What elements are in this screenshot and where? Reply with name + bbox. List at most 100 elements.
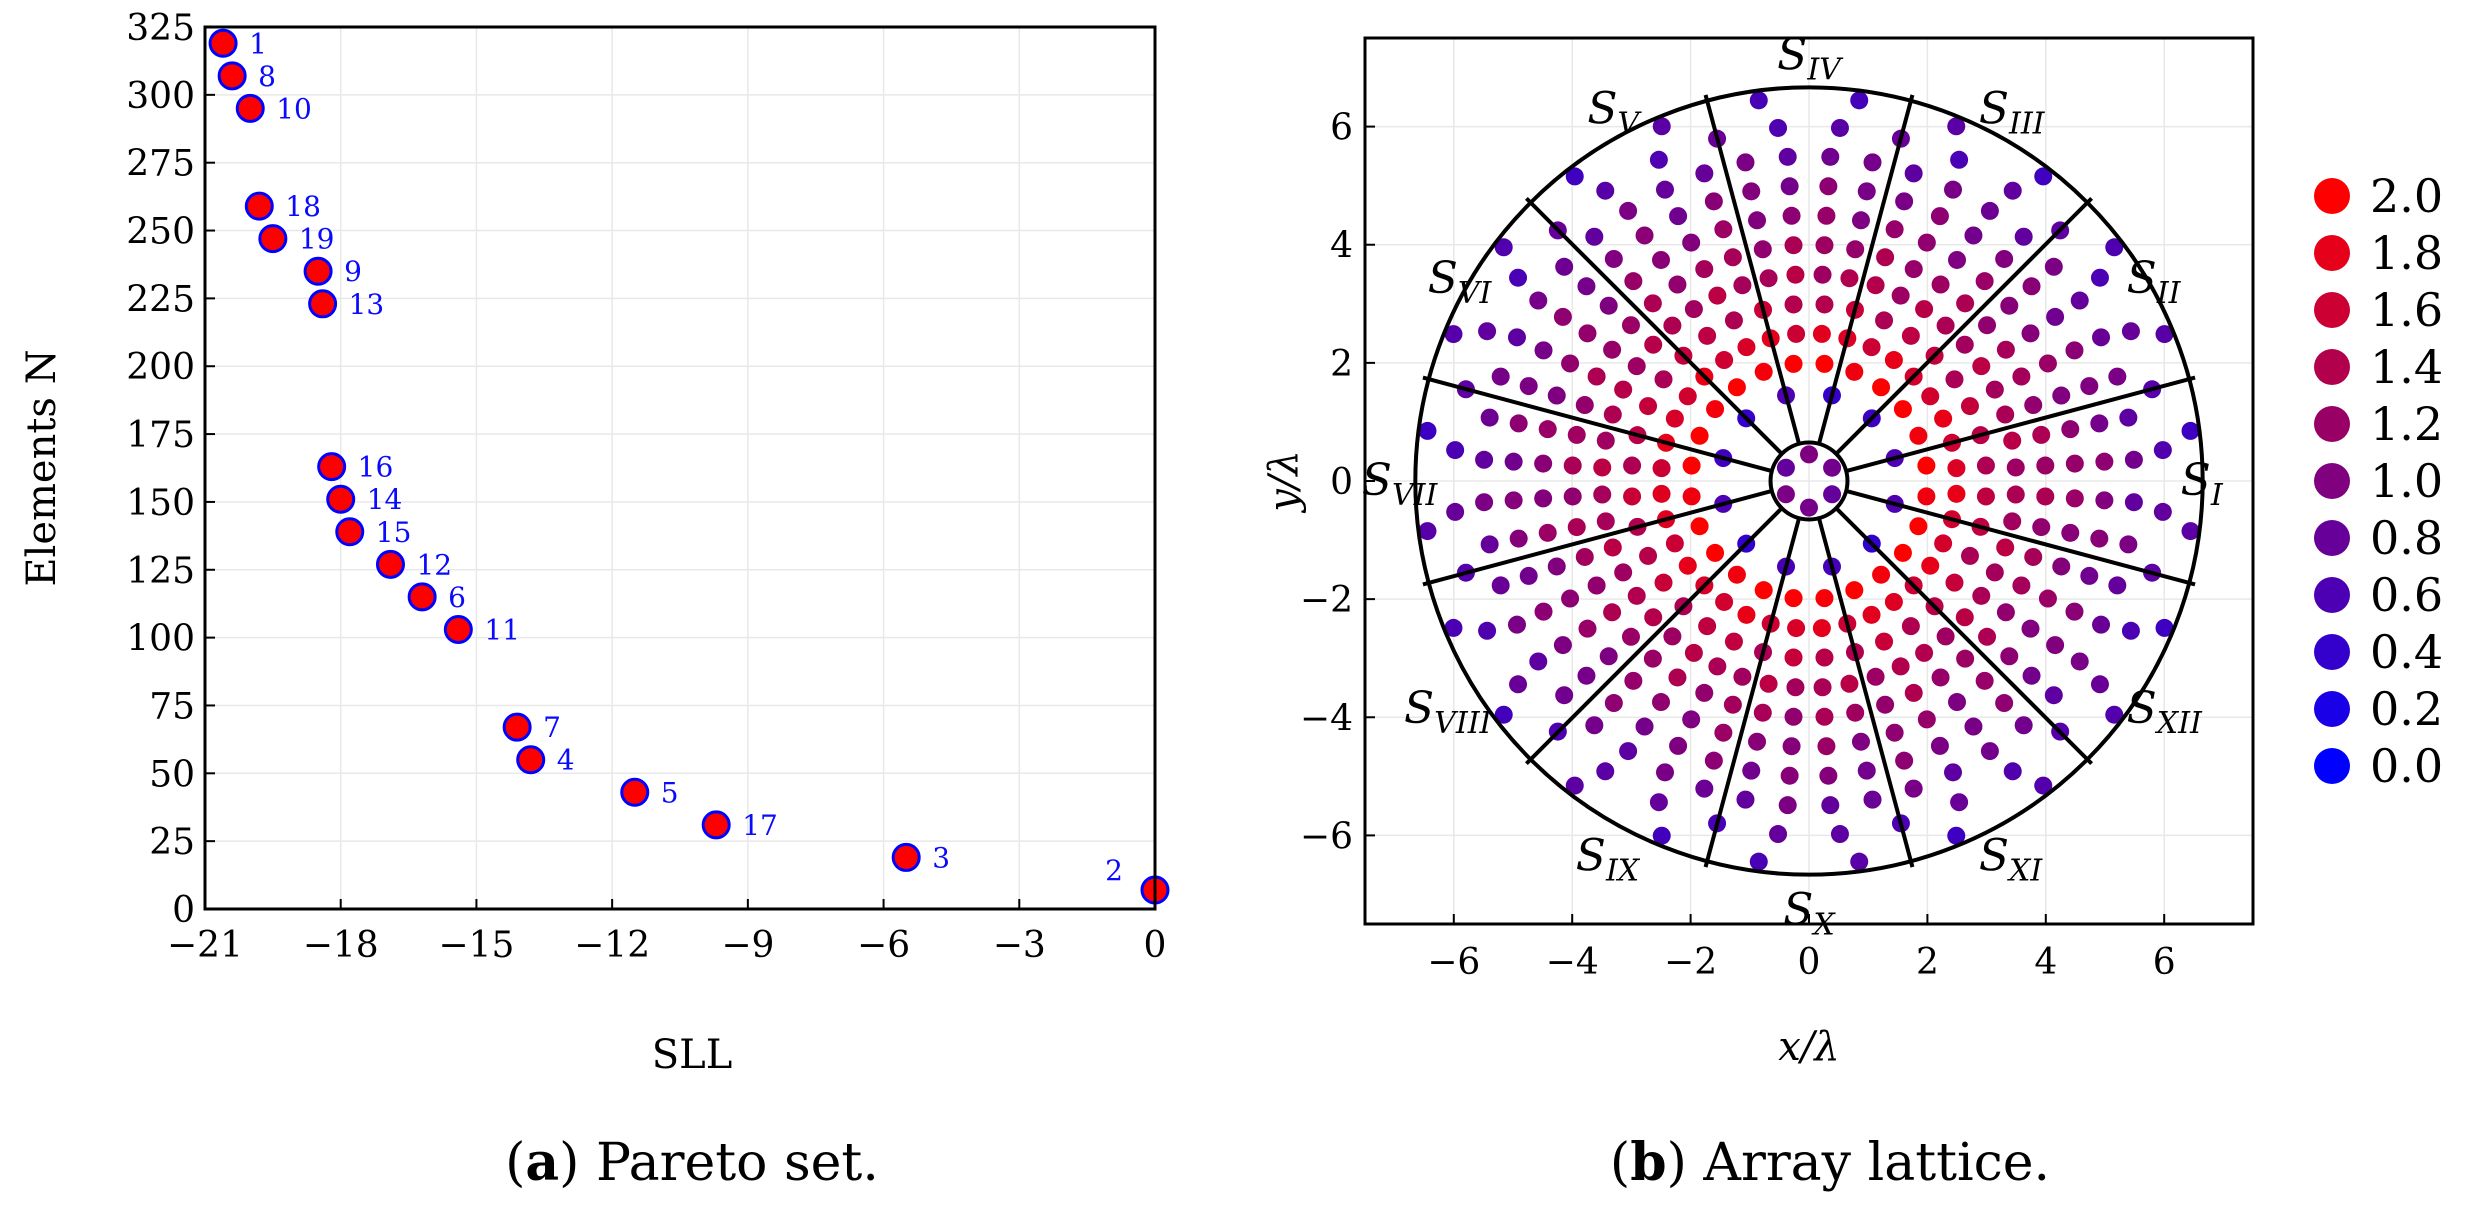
- sector-label: SIV: [1777, 29, 1844, 87]
- lattice-element: [1639, 546, 1658, 565]
- lattice-element: [1972, 586, 1991, 605]
- lattice-element: [1830, 118, 1849, 137]
- lattice-element: [1585, 227, 1604, 246]
- lattice-element: [1714, 723, 1733, 742]
- lattice-element: [1930, 207, 1949, 226]
- lattice-element: [1996, 405, 2015, 424]
- lattice-element: [2000, 296, 2019, 315]
- lattice-element: [1684, 643, 1703, 662]
- lattice-y-tick-label: −2: [1300, 580, 1353, 621]
- lattice-ticks: −6 −4 −2 0 2 4 6 −6 −4 −2 0 2 4 6: [1300, 108, 2176, 983]
- colorbar-swatch: [2314, 577, 2350, 613]
- pareto-point-label: 5: [661, 776, 679, 809]
- pareto-y-tick-label: 275: [126, 144, 195, 185]
- lattice-element: [1446, 441, 1465, 460]
- colorbar-swatch: [2314, 292, 2350, 328]
- lattice-element: [1769, 118, 1788, 137]
- pareto-point-label: 16: [358, 451, 394, 484]
- pareto-x-tick-label: −18: [303, 925, 379, 966]
- lattice-element: [1553, 636, 1572, 655]
- pareto-y-tick-label: 125: [126, 551, 195, 592]
- colorbar-label: 1.0: [2370, 454, 2443, 508]
- lattice-x-tick-label: −6: [1427, 942, 1480, 983]
- lattice-element: [2153, 502, 2172, 521]
- pareto-y-tick-label: 150: [126, 483, 195, 524]
- pareto-y-tick-label: 325: [126, 8, 195, 49]
- lattice-element: [1668, 668, 1687, 687]
- lattice-element: [1651, 693, 1670, 712]
- lattice-element: [1519, 566, 1538, 585]
- lattice-element: [1553, 307, 1572, 326]
- pareto-y-tick-label: 100: [126, 619, 195, 660]
- lattice-element: [1682, 487, 1701, 506]
- lattice-element: [1668, 275, 1687, 294]
- colorbar-label: 0.0: [2370, 739, 2443, 793]
- lattice-element: [1663, 316, 1682, 335]
- lattice-element: [1504, 452, 1523, 471]
- pareto-point: [235, 93, 265, 123]
- lattice-element: [1619, 742, 1638, 761]
- lattice-element: [1727, 565, 1746, 584]
- lattice-element: [1815, 648, 1834, 667]
- lattice-element: [1599, 647, 1618, 666]
- lattice-element: [2124, 493, 2143, 512]
- sector-label-subscript: VII: [1392, 478, 1439, 513]
- lattice-element: [1947, 459, 1966, 478]
- lattice-element: [1915, 643, 1934, 662]
- pareto-point: [326, 484, 356, 514]
- lattice-element: [1418, 522, 1437, 541]
- sector-label-subscript: VIII: [1434, 706, 1492, 741]
- lattice-element: [2121, 621, 2140, 640]
- lattice-element: [1749, 852, 1768, 871]
- caption-b-letter: b: [1630, 1132, 1666, 1193]
- lattice-element: [1695, 779, 1714, 798]
- lattice-element: [1753, 703, 1772, 722]
- lattice-element: [1723, 695, 1742, 714]
- lattice-element: [1706, 543, 1725, 562]
- lattice-element: [2153, 441, 2172, 460]
- sector-label-subscript: VI: [1458, 276, 1493, 311]
- lattice-element: [2003, 431, 2022, 450]
- pareto-point-label: 10: [276, 92, 312, 125]
- sector-label-subscript: II: [2156, 276, 2182, 311]
- lattice-element: [1857, 761, 1876, 780]
- lattice-element: [1909, 426, 1928, 445]
- pareto-point-label: 9: [344, 255, 362, 288]
- lattice-element: [1742, 761, 1761, 780]
- lattice-element: [1596, 762, 1615, 781]
- array-outer-boundary: [1413, 85, 2205, 877]
- lattice-y-tick-label: 0: [1330, 462, 1353, 503]
- lattice-element: [1830, 825, 1849, 844]
- lattice-element: [1885, 723, 1904, 742]
- colorbar-swatch: [2314, 634, 2350, 670]
- pareto-point-label: 8: [258, 60, 276, 93]
- colorbar-swatch: [2314, 406, 2350, 442]
- lattice-x-tick-label: 0: [1798, 942, 1821, 983]
- pareto-point-label: 6: [448, 581, 466, 614]
- lattice-element: [1851, 732, 1870, 751]
- lattice-element: [2070, 291, 2089, 310]
- lattice-element: [2036, 456, 2055, 475]
- lattice-element: [1621, 627, 1640, 646]
- lattice-element: [1529, 291, 1548, 310]
- lattice-grid: [1365, 38, 2253, 924]
- pareto-point-label: 11: [484, 613, 520, 646]
- lattice-element: [1769, 825, 1788, 844]
- lattice-element: [1643, 294, 1662, 313]
- lattice-element: [2124, 450, 2143, 469]
- lattice-element: [1655, 763, 1674, 782]
- lattice-element: [1534, 602, 1553, 621]
- lattice-element: [1619, 201, 1638, 220]
- lattice-element: [1893, 400, 1912, 419]
- lattice-element: [1623, 487, 1642, 506]
- lattice-element: [1936, 627, 1955, 646]
- pareto-point: [258, 224, 288, 254]
- colorbar-legend: 2.01.81.61.41.21.00.80.60.40.20.0: [2314, 169, 2443, 793]
- lattice-element: [2090, 414, 2109, 433]
- lattice-element: [2070, 652, 2089, 671]
- sector-label-subscript: III: [2008, 106, 2046, 141]
- sector-label-base: S: [1783, 885, 1813, 936]
- lattice-element: [1621, 316, 1640, 335]
- sector-label-base: S: [1404, 683, 1434, 734]
